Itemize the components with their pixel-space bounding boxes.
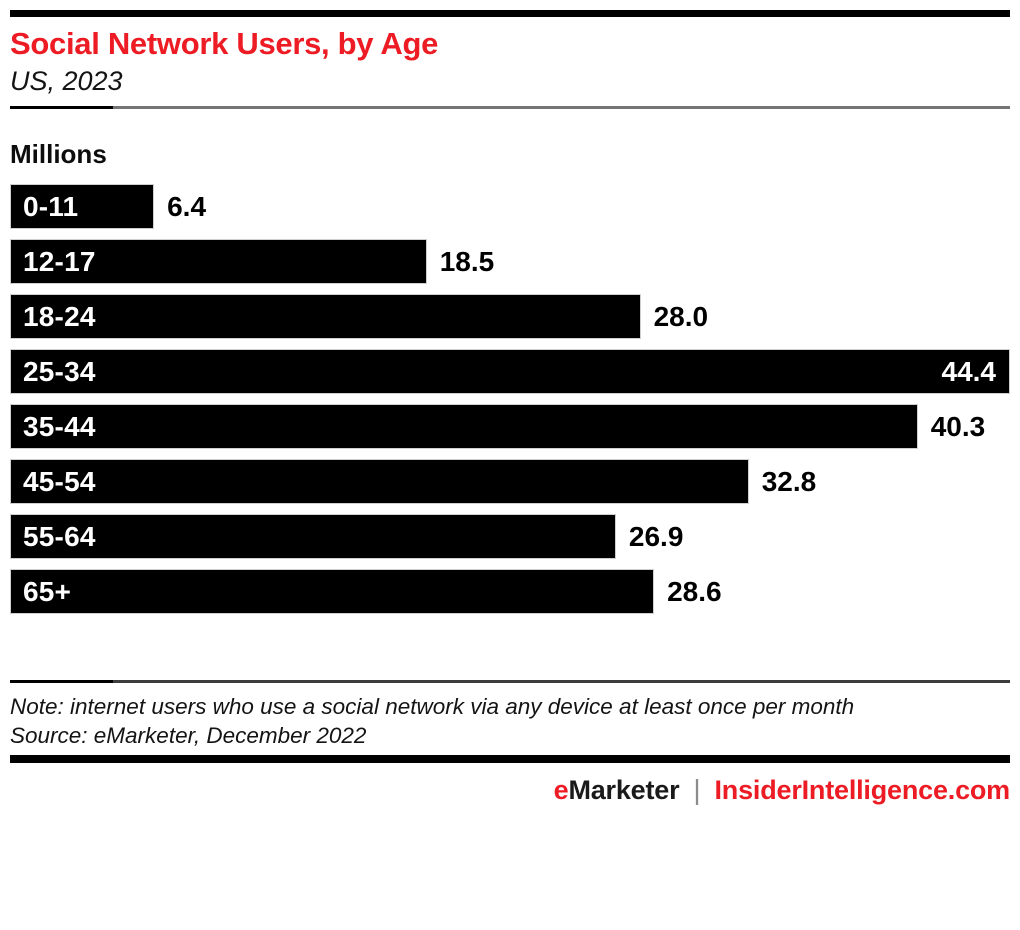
bar-value-label: 26.9 [628, 520, 684, 552]
footer-rule [10, 755, 1010, 763]
bar-category-label: 0-11 [23, 190, 79, 222]
bar-row-25-34: 25-34 44.4 [10, 349, 1010, 394]
bar-25-34: 25-34 44.4 [10, 349, 1010, 394]
chart-subtitle: US, 2023 [10, 66, 123, 96]
title-divider-accent [10, 106, 113, 109]
bar-category-label: 45-54 [23, 465, 96, 497]
bar-12-17: 12-17 [10, 239, 427, 284]
bar-18-24: 18-24 [10, 294, 641, 339]
bar-row-45-54: 45-54 32.8 [10, 459, 1010, 504]
bar-value-label: 40.3 [930, 410, 986, 442]
note-divider [10, 680, 1010, 683]
axis-unit-label: Millions [10, 139, 107, 169]
chart-title: Social Network Users, by Age [10, 26, 439, 61]
title-divider [10, 106, 1010, 109]
bar-45-54: 45-54 [10, 459, 749, 504]
bar-category-label: 25-34 [23, 355, 96, 387]
bar-row-35-44: 35-44 40.3 [10, 404, 1010, 449]
bar-category-label: 12-17 [23, 245, 96, 277]
note-divider-accent [10, 680, 113, 683]
bar-65+: 65+ [10, 569, 655, 614]
bar-row-55-64: 55-64 26.9 [10, 514, 1010, 559]
bar-row-0-11: 0-11 6.4 [10, 184, 1010, 229]
bar-chart: 0-11 6.4 12-17 18.5 18-24 28.0 25-34 44.4 35-44 4… [10, 184, 1010, 614]
bar-value-label: 44.4 [941, 355, 997, 387]
footer-separator: | [693, 774, 701, 805]
bar-value-label: 28.0 [653, 300, 709, 332]
footer-branding: eMarketer | InsiderIntelligence.com [10, 774, 1011, 806]
emarketer-logo: eMarketer [554, 775, 680, 806]
insider-intelligence-link[interactable]: InsiderIntelligence.com [714, 775, 1011, 805]
bar-0-11: 0-11 [10, 184, 155, 229]
emarketer-logo-e: e [553, 775, 569, 805]
bar-value-label: 28.6 [667, 575, 722, 607]
bar-value-label: 32.8 [761, 465, 817, 497]
chart-page: Social Network Users, by Age US, 2023 Mi… [0, 10, 1020, 930]
emarketer-logo-rest: Marketer [568, 775, 680, 805]
note-text: Note: internet users who use a social ne… [10, 694, 855, 719]
source-text: Source: eMarketer, December 2022 [10, 723, 367, 748]
bar-value-label: 6.4 [167, 190, 207, 222]
bar-category-label: 35-44 [23, 410, 96, 442]
bar-category-label: 65+ [23, 575, 72, 607]
bar-category-label: 18-24 [23, 300, 96, 332]
bar-55-64: 55-64 [10, 514, 616, 559]
bar-row-65+: 65+ 28.6 [10, 569, 1010, 614]
bar-category-label: 55-64 [23, 520, 96, 552]
top-rule [10, 10, 1010, 17]
bar-row-12-17: 12-17 18.5 [10, 239, 1010, 284]
bar-row-18-24: 18-24 28.0 [10, 294, 1010, 339]
bar-35-44: 35-44 [10, 404, 918, 449]
bar-value-label: 18.5 [439, 245, 495, 277]
